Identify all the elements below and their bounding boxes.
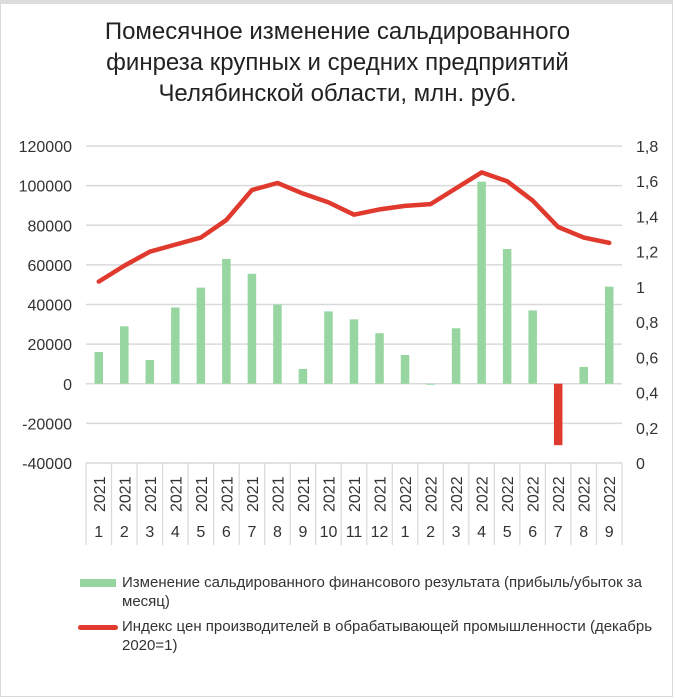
legend-bar-swatch-icon	[80, 579, 116, 587]
bar	[375, 333, 384, 384]
right-axis-tick: 0	[636, 456, 645, 473]
category-year-label: 2021	[219, 476, 236, 512]
category-year-label: 2021	[143, 476, 160, 512]
category-year-label: 2021	[245, 476, 262, 512]
right-axis-tick: 1,8	[636, 139, 658, 156]
right-axis-tick: 0,2	[636, 421, 658, 438]
legend-item-bar: Изменение сальдированного финансового ре…	[80, 573, 675, 611]
bar	[426, 383, 435, 385]
category-year-label: 2022	[526, 476, 543, 512]
left-axis-tick: -40000	[22, 456, 72, 473]
bar	[145, 359, 155, 384]
left-axis-tick: 20000	[28, 337, 73, 354]
category-month-label: 9	[298, 524, 307, 541]
category-month-label: 1	[401, 524, 410, 541]
left-axis-tick: 120000	[19, 139, 72, 156]
category-month-label: 6	[222, 524, 231, 541]
category-month-label: 9	[605, 524, 614, 541]
right-axis-tick: 1,2	[636, 245, 658, 262]
category-month-label: 7	[247, 524, 256, 541]
category-month-label: 5	[196, 524, 205, 541]
bar	[298, 368, 308, 384]
chart-title: Помесячное изменение сальдированного фин…	[104, 18, 571, 107]
legend-item-line: Индекс цен производителей в обрабатывающ…	[78, 617, 675, 655]
chart-legend: Изменение сальдированного финансового ре…	[78, 573, 675, 661]
bar	[400, 355, 410, 384]
category-year-label: 2022	[577, 476, 594, 512]
bar	[171, 307, 180, 384]
category-month-label: 4	[477, 524, 486, 541]
legend-line-swatch-icon	[78, 625, 118, 630]
right-axis-tick: 1,4	[636, 209, 658, 226]
category-month-label: 2	[120, 524, 129, 541]
bar	[553, 383, 563, 446]
bar	[528, 310, 537, 384]
category-month-label: 7	[554, 524, 563, 541]
left-axis-tick: 100000	[19, 179, 72, 196]
bar	[477, 181, 486, 384]
category-month-label: 12	[371, 524, 389, 541]
category-month-label: 1	[94, 524, 103, 541]
category-month-label: 10	[320, 524, 338, 541]
right-axis-tick: 1	[636, 280, 645, 297]
left-axis-tick: 80000	[28, 218, 73, 235]
legend-line-label: Индекс цен производителей в обрабатывающ…	[122, 618, 653, 654]
bar	[349, 319, 359, 384]
left-axis-tick: 40000	[28, 298, 73, 315]
ppi-line	[96, 170, 612, 284]
right-axis-tick: 0,6	[636, 350, 658, 367]
category-month-label: 4	[171, 524, 180, 541]
category-year-label: 2022	[551, 476, 568, 512]
category-year-label: 2022	[449, 476, 466, 512]
left-axis-tick: 0	[63, 377, 72, 394]
bar	[604, 286, 614, 384]
category-month-label: 2	[426, 524, 435, 541]
legend-bar-label: Изменение сальдированного финансового ре…	[122, 574, 643, 610]
category-year-label: 2021	[168, 476, 185, 512]
bar	[579, 366, 588, 384]
category-month-label: 8	[579, 524, 588, 541]
category-year-label: 2021	[270, 476, 287, 512]
category-year-label: 2021	[117, 476, 134, 512]
chart-plot-area: 120000 100000 80000 60000 40000 20000 0 -20000 -…	[19, 139, 658, 545]
category-month-label: 8	[273, 524, 282, 541]
category-year-label: 2022	[500, 476, 517, 512]
category-year-label: 2021	[92, 476, 109, 512]
bar	[451, 328, 461, 384]
right-axis-tick: 0,8	[636, 315, 658, 332]
category-year-label: 2022	[602, 476, 619, 512]
right-axis-tick: 0,4	[636, 386, 658, 403]
category-year-label: 2021	[296, 476, 313, 512]
bar	[502, 249, 512, 384]
left-axis-tick: 60000	[28, 258, 73, 275]
category-month-label: 6	[528, 524, 537, 541]
bar	[222, 258, 231, 384]
category-year-label: 2021	[194, 476, 211, 512]
category-year-label: 2021	[347, 476, 364, 512]
category-year-label: 2022	[475, 476, 492, 512]
bar	[324, 311, 333, 384]
bar	[273, 304, 282, 384]
category-year-label: 2021	[321, 476, 338, 512]
category-month-label: 5	[503, 524, 512, 541]
category-year-label: 2021	[373, 476, 390, 512]
category-year-label: 2022	[398, 476, 415, 512]
category-month-label: 3	[145, 524, 154, 541]
bar	[94, 352, 104, 384]
category-month-label: 3	[452, 524, 461, 541]
right-axis-tick: 1,6	[636, 174, 658, 191]
category-year-label: 2022	[424, 476, 441, 512]
bar	[247, 273, 257, 384]
bar	[196, 287, 206, 384]
bar	[120, 326, 129, 384]
category-month-label: 11	[346, 524, 363, 541]
left-axis-tick: -20000	[22, 416, 72, 433]
